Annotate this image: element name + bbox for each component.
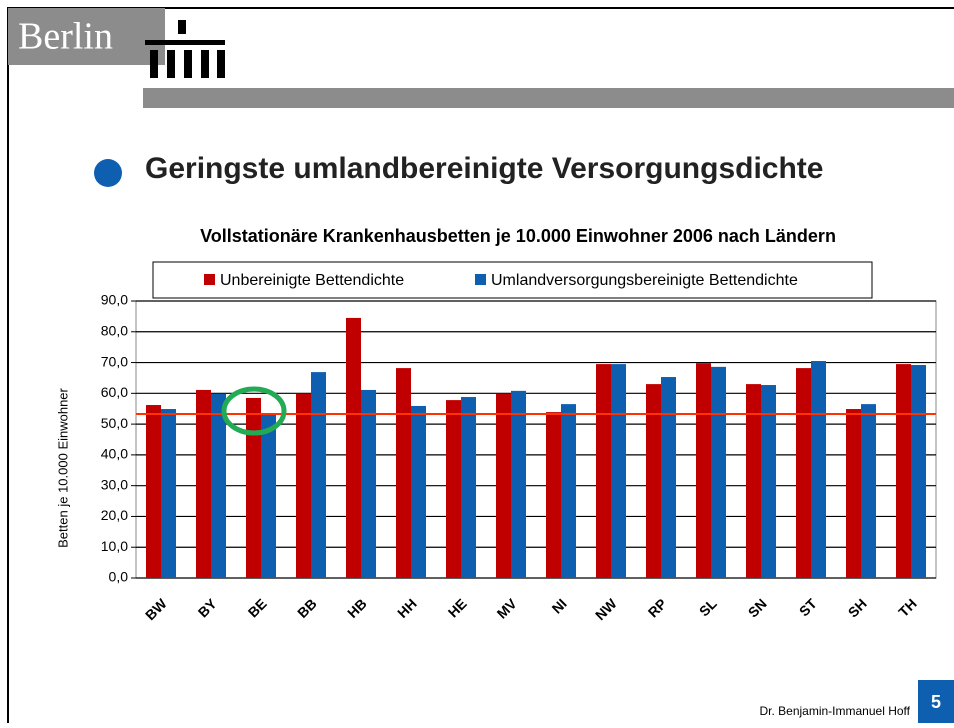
x-tick-label: MV [494,595,521,622]
y-tick-label: 30,0 [101,476,128,492]
chart-title: Vollstationäre Krankenhausbetten je 10.0… [200,226,836,246]
bar [796,368,811,578]
bar [261,413,276,578]
y-tick-label: 90,0 [101,292,128,308]
bar [761,385,776,578]
y-tick-label: 60,0 [101,384,128,400]
bar [896,364,911,578]
x-tick-label: SL [696,595,720,619]
bar [446,400,461,578]
bar [396,368,411,578]
page-box [918,680,954,723]
logo-text: Berlin [18,16,113,58]
legend [152,261,873,299]
legend-label: Unbereinigte Bettendichte [220,272,404,289]
logo-icon [145,20,225,78]
page-number: 5 [931,692,941,712]
x-tick-label: BE [245,595,270,620]
y-tick-label: 20,0 [101,507,128,523]
bar [296,393,311,578]
bar [511,390,526,578]
y-tick-label: 80,0 [101,322,128,338]
x-tick-label: HH [394,595,420,621]
x-tick-label: NW [592,595,620,623]
heading: Geringste umlandbereinigte Versorgungsdi… [145,152,823,185]
bar [711,366,726,578]
x-tick-label: ST [796,595,820,619]
bar [561,404,576,578]
bar [646,384,661,578]
bar [811,361,826,578]
bar [496,393,511,578]
y-tick-label: 50,0 [101,415,128,431]
y-tick-label: 0,0 [109,569,129,585]
bar [246,397,261,578]
bar [361,389,376,578]
bar [846,409,861,578]
bar [346,317,361,578]
legend-label: Umlandversorgungsbereinigte Bettendichte [491,272,798,289]
bar [911,365,926,578]
y-tick-label: 40,0 [101,446,128,462]
bar [546,412,561,578]
x-tick-label: HB [344,595,370,621]
x-tick-label: BB [294,595,320,621]
legend-swatch [475,274,486,285]
highlight-circle [221,386,287,436]
bar [596,364,611,578]
x-tick-label: HE [445,595,470,620]
bar [611,364,626,578]
bar [661,377,676,578]
y-tick-label: 10,0 [101,538,128,554]
logo-box [8,8,165,65]
bar [411,405,426,578]
legend-swatch [204,274,215,285]
bar [146,405,161,578]
bullet [94,159,122,187]
bar [196,389,211,578]
x-tick-label: SH [845,595,870,620]
bar [461,397,476,578]
bar [696,363,711,578]
bar [746,384,761,578]
y-tick-label: 70,0 [101,353,128,369]
bar [861,404,876,578]
author: Dr. Benjamin-Immanuel Hoff [759,704,910,718]
header-bar [143,88,954,108]
y-axis-label: Betten je 10.000 Einwohner [55,387,70,547]
x-tick-label: SN [745,595,770,620]
x-tick-label: RP [645,595,670,620]
x-tick-label: TH [895,595,920,620]
bar [161,409,176,578]
x-tick-label: BW [142,595,170,623]
bar [211,393,226,578]
x-tick-label: NI [549,595,570,616]
x-tick-label: BY [195,595,221,621]
bar [311,372,326,578]
